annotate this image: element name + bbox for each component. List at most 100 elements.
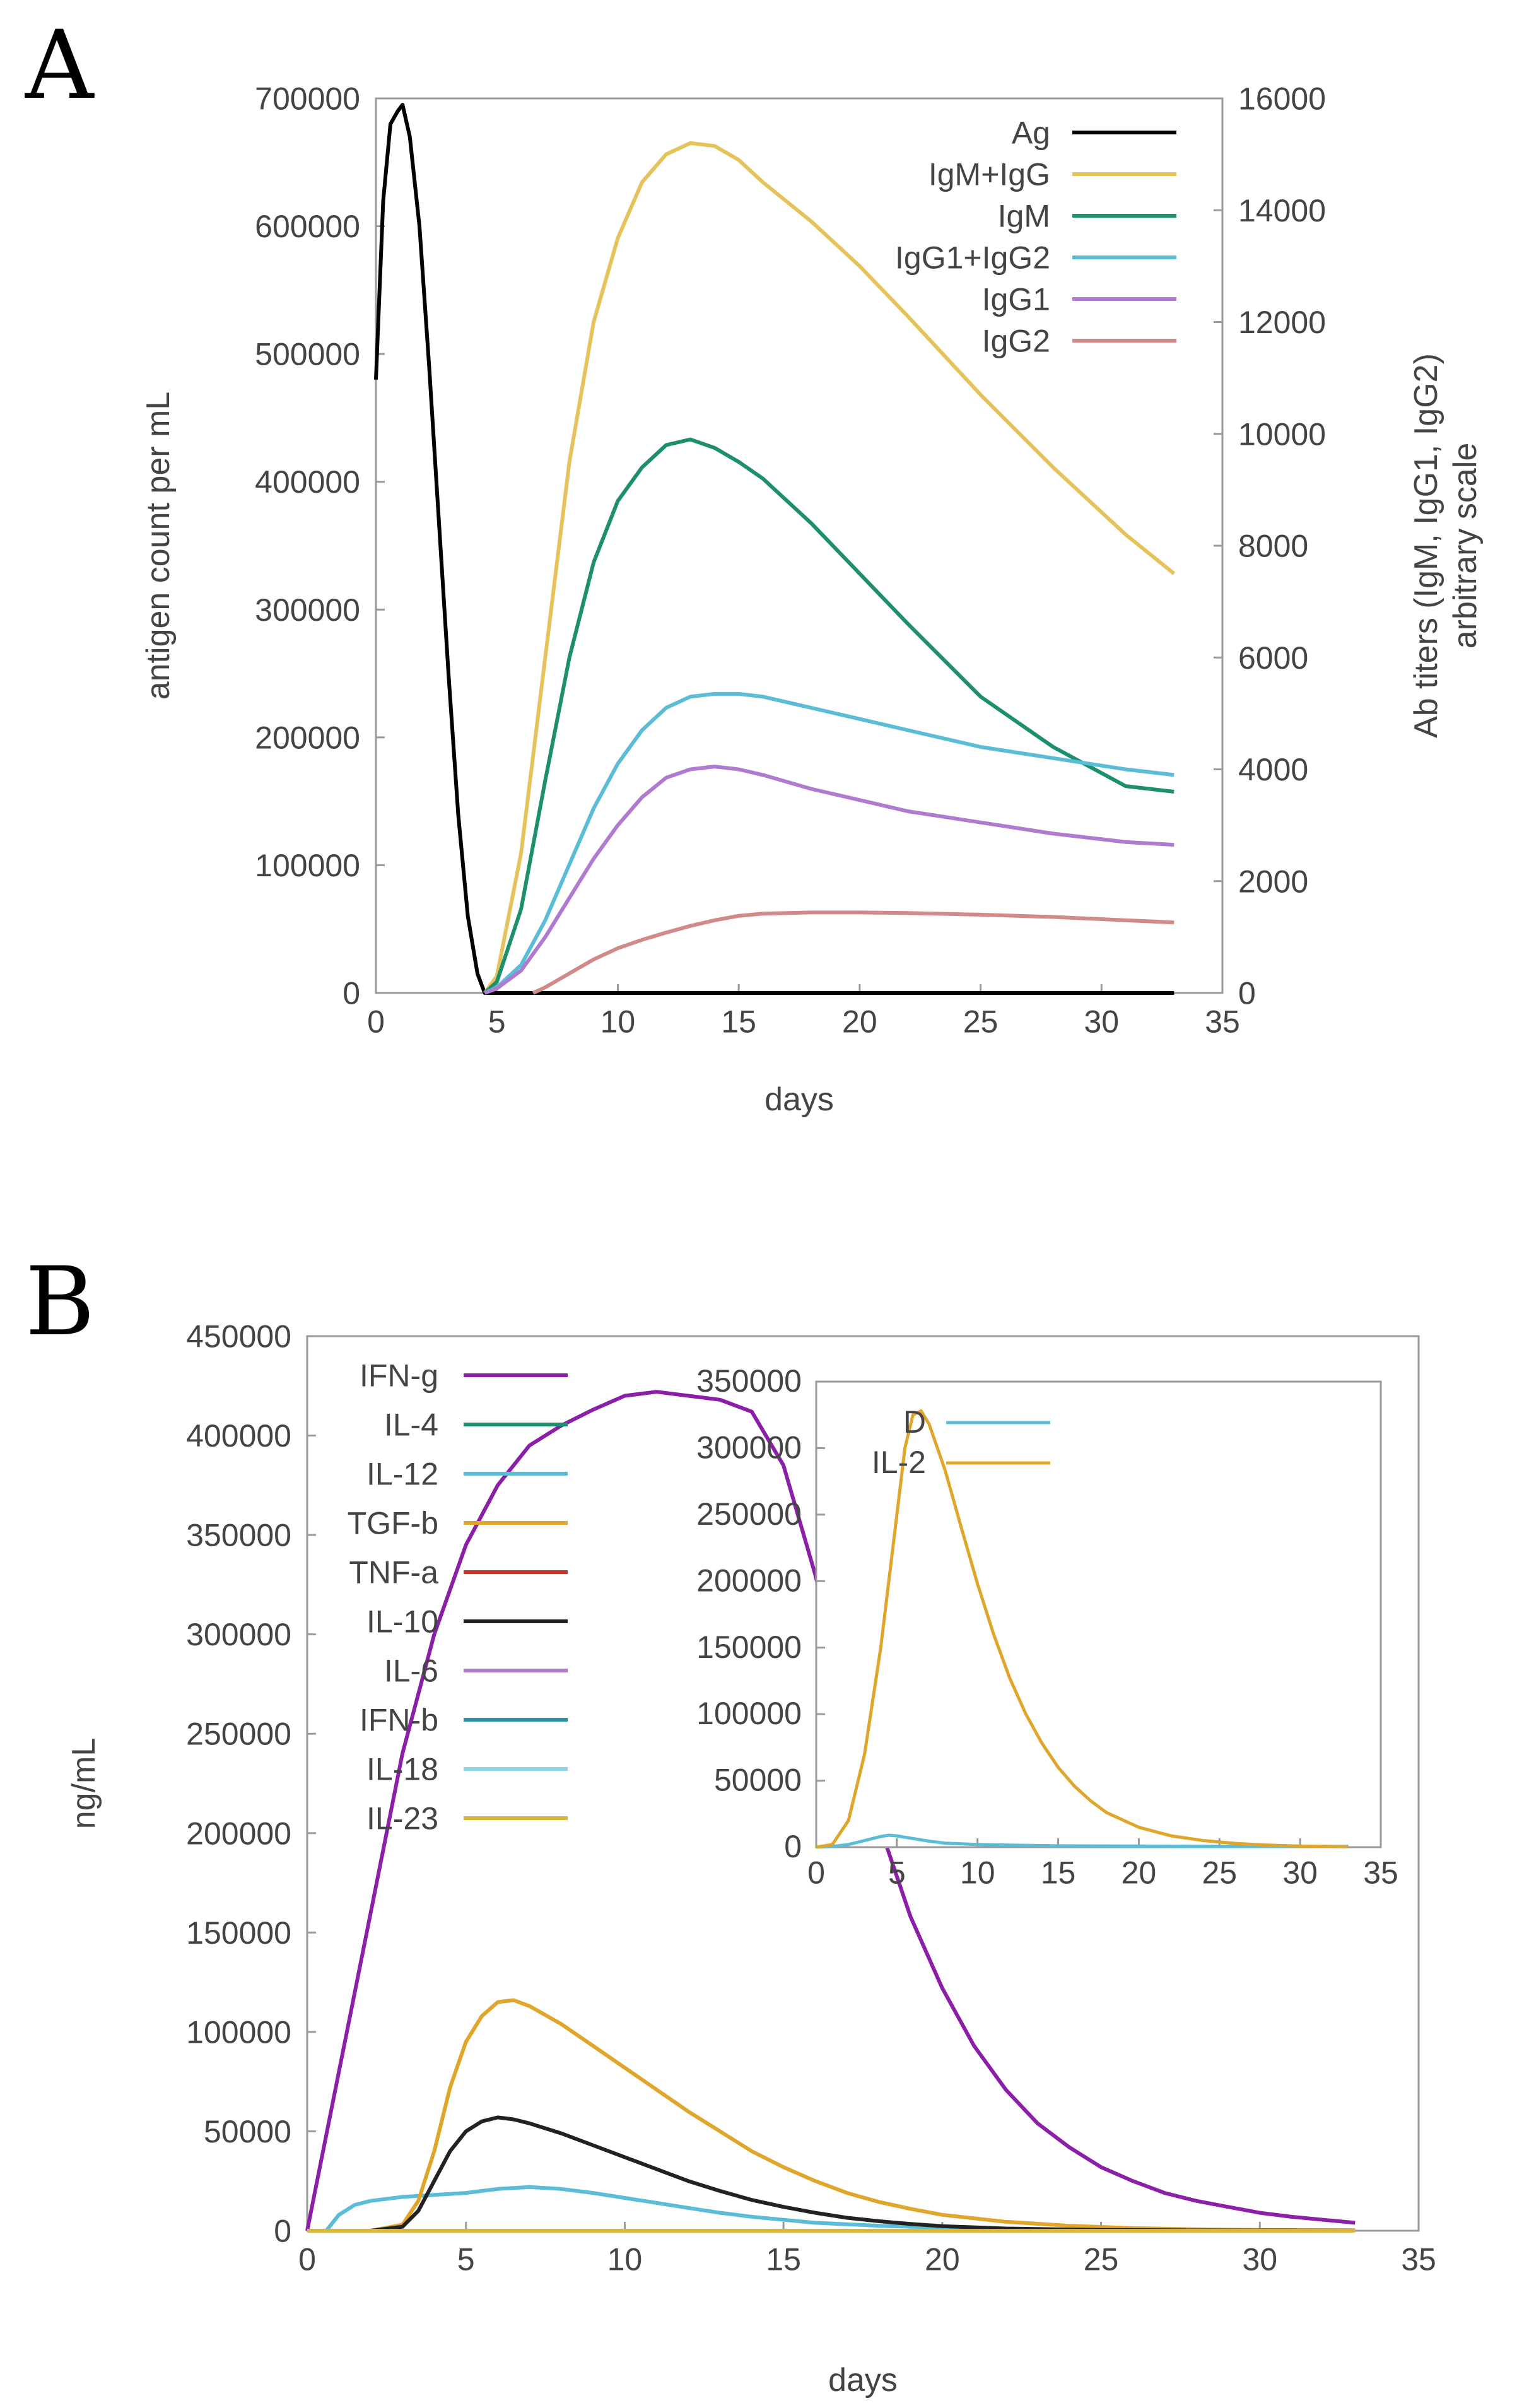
x-axis-label-b: days	[828, 2362, 898, 2399]
a-x-tick-label: 35	[1205, 1004, 1240, 1040]
y-axis-label-a: antigen count per mL	[140, 392, 177, 700]
b-legend-label-tnf-a: TNF-a	[349, 1555, 438, 1590]
b-x-tick-label: 25	[1084, 2242, 1119, 2277]
a-y2-tick-label: 6000	[1238, 640, 1308, 676]
inset-legend-label-d: D	[903, 1404, 926, 1440]
a-y2-tick-label: 8000	[1238, 529, 1308, 564]
b-y-tick-label: 100000	[186, 2014, 291, 2050]
plot-frame-a	[375, 97, 1224, 994]
b-series-il-10	[307, 2115, 1356, 2233]
inset-y-tick-label: 300000	[696, 1430, 802, 1465]
inset-y-tick-label: 200000	[696, 1563, 802, 1598]
a-y-tick-label: 200000	[255, 720, 360, 755]
inset-x-tick-label: 15	[1041, 1855, 1076, 1891]
b-x-tick-label: 0	[298, 2242, 316, 2277]
b-legend-label-il-10: IL-10	[366, 1604, 438, 1640]
b-x-tick-label: 5	[457, 2242, 475, 2277]
a-y2-tick-label: 4000	[1238, 752, 1308, 787]
a-y2-tick-label: 14000	[1238, 193, 1326, 228]
a-y-tick-label: 300000	[255, 592, 360, 628]
inset-frame	[815, 1380, 1382, 1848]
inset-series-d	[816, 1833, 1349, 1849]
a-y-tick-label: 600000	[255, 209, 360, 244]
y2-axis-label-a-line1: Ab titers (IgM, IgG1, IgG2)	[1408, 353, 1444, 738]
panel-label-b: B	[25, 1247, 95, 1357]
inset-legend-label-il-2: IL-2	[872, 1445, 926, 1480]
b-x-tick-label: 35	[1401, 2242, 1436, 2277]
b-y-tick-label: 450000	[186, 1319, 291, 1354]
a-y-tick-label: 700000	[255, 81, 360, 117]
panel-label-a: A	[25, 11, 95, 120]
b-legend-label-il-12: IL-12	[366, 1457, 438, 1492]
a-y-tick-label: 100000	[255, 848, 360, 883]
a-y2-tick-label: 2000	[1238, 864, 1308, 899]
inset-x-tick-label: 35	[1363, 1855, 1398, 1891]
a-series-igg1	[484, 765, 1174, 995]
chart-inset: 0 5 10 15 20 25 30 35 0 50000 100000 150000 200000 25…	[696, 1363, 1398, 1890]
inset-y-tick-label: 100000	[696, 1696, 802, 1731]
a-y2-tick-label: 16000	[1238, 81, 1326, 117]
b-y-tick-label: 150000	[186, 1915, 291, 1951]
a-x-tick-label: 15	[721, 1004, 756, 1040]
b-y-tick-label: 250000	[186, 1717, 291, 1752]
b-x-tick-label: 30	[1242, 2242, 1277, 2277]
b-legend-label-il-23: IL-23	[366, 1801, 438, 1836]
b-series-tgf-b	[307, 1998, 1356, 2233]
inset-y-tick-label: 150000	[696, 1630, 802, 1665]
b-legend-label-il-4: IL-4	[384, 1407, 438, 1443]
inset-y-tick-label: 0	[784, 1829, 802, 1864]
a-y2-tick-label: 0	[1238, 976, 1256, 1011]
b-y-tick-label: 0	[274, 2214, 291, 2249]
a-x-tick-label: 20	[842, 1004, 877, 1040]
inset-y-tick-label: 50000	[714, 1763, 802, 1798]
b-legend-label-ifn-b: IFN-b	[360, 1703, 438, 1738]
a-legend-label-igm-igg: IgM+IgG	[928, 157, 1050, 192]
a-legend-label-igg1-igg2: IgG1+IgG2	[895, 240, 1050, 276]
chart-a: 0 5 10 15 20 25 30 3501000002000003000004000005…	[255, 81, 1326, 1040]
a-y-tick-label: 0	[343, 976, 360, 1011]
a-x-tick-label: 10	[600, 1004, 636, 1040]
a-legend-label-ag: Ag	[1012, 115, 1050, 151]
inset-series-il-2	[816, 1409, 1349, 1849]
a-legend-label-igg1: IgG1	[982, 282, 1050, 317]
inset-x-tick-label: 10	[960, 1855, 995, 1891]
a-y-tick-label: 400000	[255, 464, 360, 500]
b-y-tick-label: 50000	[204, 2114, 291, 2149]
a-y2-tick-label: 12000	[1238, 305, 1326, 340]
b-series-il-12	[307, 2185, 1356, 2233]
b-legend-label-il-6: IL-6	[384, 1653, 438, 1689]
a-x-tick-label: 0	[367, 1004, 385, 1040]
y2-axis-label-a-line2: arbitrary scale	[1447, 443, 1484, 649]
a-x-tick-label: 30	[1084, 1004, 1119, 1040]
b-y-tick-label: 350000	[186, 1518, 291, 1553]
a-x-tick-label: 5	[488, 1004, 506, 1040]
b-y-tick-label: 200000	[186, 1816, 291, 1851]
inset-y-tick-label: 350000	[696, 1363, 802, 1399]
a-series-igg1-igg2	[484, 691, 1174, 995]
b-legend-label-il-18: IL-18	[366, 1752, 438, 1787]
a-series-igm	[483, 437, 1174, 995]
b-legend-label-ifn-g: IFN-g	[360, 1358, 438, 1394]
a-y-tick-label: 500000	[255, 337, 360, 372]
y-axis-label-b: ng/mL	[66, 1738, 102, 1829]
a-y2-tick-label: 10000	[1238, 416, 1326, 452]
a-legend-label-igm: IgM	[998, 199, 1050, 234]
inset-y-tick-label: 250000	[696, 1496, 802, 1532]
inset-x-tick-label: 25	[1202, 1855, 1237, 1891]
b-x-tick-label: 20	[925, 2242, 960, 2277]
b-y-tick-label: 300000	[186, 1617, 291, 1652]
a-series-igm-igg	[483, 141, 1176, 994]
b-legend-label-tgf-b: TGF-b	[348, 1506, 438, 1541]
chart-b: 0 5 10 15 20 25 30 35 0 50000 100000 150000 200000 25…	[186, 1319, 1436, 2277]
inset-x-tick-label: 0	[807, 1855, 825, 1891]
b-x-tick-label: 15	[766, 2242, 801, 2277]
a-x-tick-label: 25	[963, 1004, 999, 1040]
inset-x-tick-label: 30	[1282, 1855, 1318, 1891]
a-series-ag	[374, 103, 1174, 995]
b-y-tick-label: 400000	[186, 1418, 291, 1454]
a-series-igg2	[532, 910, 1174, 995]
inset-x-tick-label: 5	[888, 1855, 906, 1891]
inset-x-tick-label: 20	[1122, 1855, 1157, 1891]
x-axis-label-a: days	[764, 1081, 834, 1118]
